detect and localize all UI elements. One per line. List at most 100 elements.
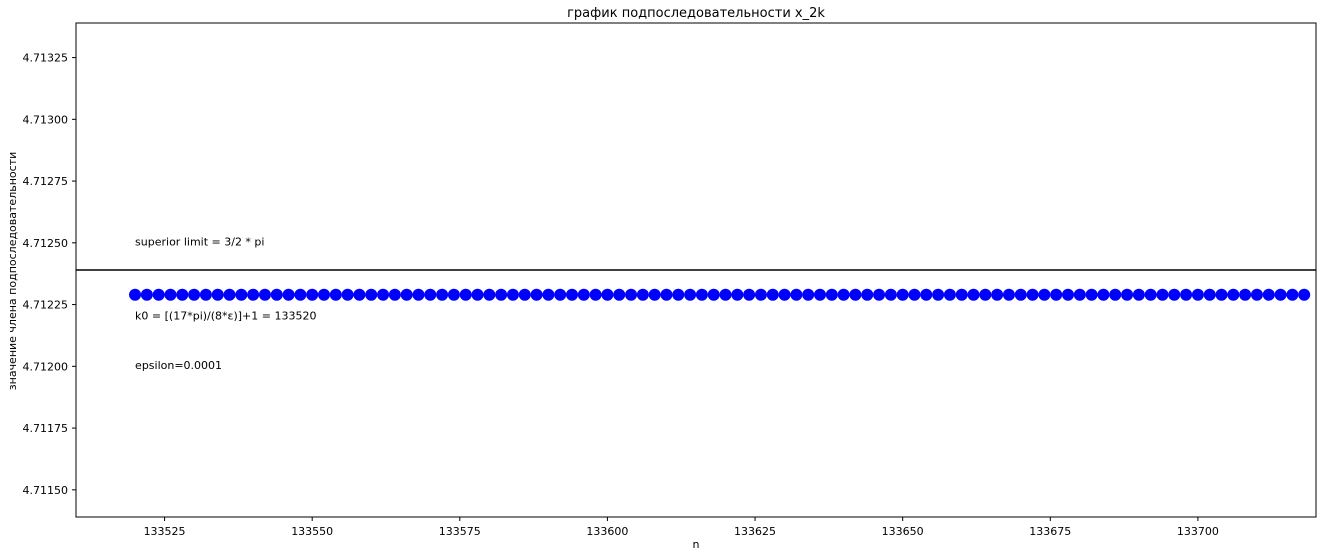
data-point [1026, 288, 1039, 301]
data-point [601, 288, 614, 301]
plot-area: 133525 133550 133575 133600 133625 133650 1336… [23, 22, 1317, 538]
data-point [1073, 288, 1086, 301]
x-tick-label: 133550 [291, 525, 333, 538]
data-point [140, 288, 153, 301]
y-tick-label: 4.71175 [23, 422, 69, 435]
data-point [943, 288, 956, 301]
y-tick-label: 4.71275 [23, 175, 69, 188]
data-point [1038, 288, 1051, 301]
data-point [1062, 288, 1074, 301]
data-point [1132, 288, 1145, 301]
data-point [1286, 288, 1299, 301]
data-point [341, 288, 354, 301]
data-point [1168, 288, 1181, 301]
data-point [1156, 288, 1169, 301]
data-point [223, 288, 236, 301]
data-point [506, 288, 519, 301]
y-tick-label: 4.71225 [23, 299, 69, 312]
data-point [873, 288, 886, 301]
x-axis-label: n [693, 538, 700, 551]
data-point [1121, 288, 1134, 301]
data-point [1144, 288, 1157, 301]
annotation: k0 = [(17*pi)/(8*ε)]+1 = 133520 [135, 309, 316, 322]
data-point [1215, 288, 1228, 301]
data-point [577, 288, 590, 301]
data-point [920, 288, 933, 301]
data-point [731, 288, 744, 301]
x-tick-label: 133700 [1177, 525, 1219, 538]
data-point [790, 288, 803, 301]
y-tick-label: 4.71325 [23, 52, 69, 65]
data-point [991, 288, 1004, 301]
data-point [329, 288, 342, 301]
data-point [1227, 288, 1240, 301]
data-point [471, 288, 484, 301]
data-point [1191, 288, 1204, 301]
data-point [412, 288, 425, 301]
data-point [270, 288, 283, 301]
data-point [625, 288, 638, 301]
data-point [247, 288, 260, 301]
data-point [377, 288, 390, 301]
data-point [672, 288, 685, 301]
y-tick-label: 4.71200 [23, 360, 69, 373]
data-point [766, 288, 779, 301]
data-point [743, 288, 756, 301]
data-point [861, 288, 874, 301]
data-point [353, 288, 366, 301]
data-point [932, 288, 945, 301]
data-point [306, 288, 319, 301]
data-point [424, 288, 437, 301]
data-point [554, 288, 567, 301]
data-point [589, 288, 602, 301]
data-point [235, 288, 248, 301]
chart-title: график подпоследовательности x_2k [567, 6, 825, 21]
data-point [495, 288, 508, 301]
data-point [1203, 288, 1216, 301]
data-point [294, 288, 307, 301]
data-point [258, 288, 271, 301]
data-point [1180, 288, 1193, 301]
data-point [837, 288, 850, 301]
data-point [530, 288, 543, 301]
data-point [979, 288, 992, 301]
data-point [613, 288, 626, 301]
y-tick-label: 4.71300 [23, 113, 69, 126]
annotation: epsilon=0.0001 [135, 359, 222, 372]
data-point [164, 288, 177, 301]
x-tick-label: 133575 [439, 525, 481, 538]
y-tick-label: 4.71250 [23, 237, 69, 250]
data-point [1014, 288, 1027, 301]
data-point [825, 288, 838, 301]
data-point [152, 288, 165, 301]
data-point [566, 288, 578, 301]
data-point [388, 288, 401, 301]
data-point [1239, 288, 1252, 301]
data-point [1085, 288, 1098, 301]
data-point [318, 288, 330, 301]
data-point [896, 288, 909, 301]
data-point [908, 288, 921, 301]
data-point [648, 288, 661, 301]
data-point [188, 288, 201, 301]
data-point [684, 288, 697, 301]
data-point [1274, 288, 1287, 301]
data-point [778, 288, 791, 301]
data-point [1050, 288, 1063, 301]
data-point [814, 288, 826, 301]
data-point [719, 288, 732, 301]
y-axis-label: значение члена подпоследовательности [6, 152, 19, 390]
data-point [282, 288, 295, 301]
data-point [636, 288, 649, 301]
data-point [695, 288, 708, 301]
data-point [802, 288, 815, 301]
data-point [400, 288, 413, 301]
data-point [660, 288, 673, 301]
x-tick-label: 133600 [586, 525, 628, 538]
data-point [129, 288, 142, 301]
data-point [518, 288, 531, 301]
x-tick-label: 133625 [734, 525, 776, 538]
data-point [176, 288, 189, 301]
data-point [1262, 288, 1275, 301]
